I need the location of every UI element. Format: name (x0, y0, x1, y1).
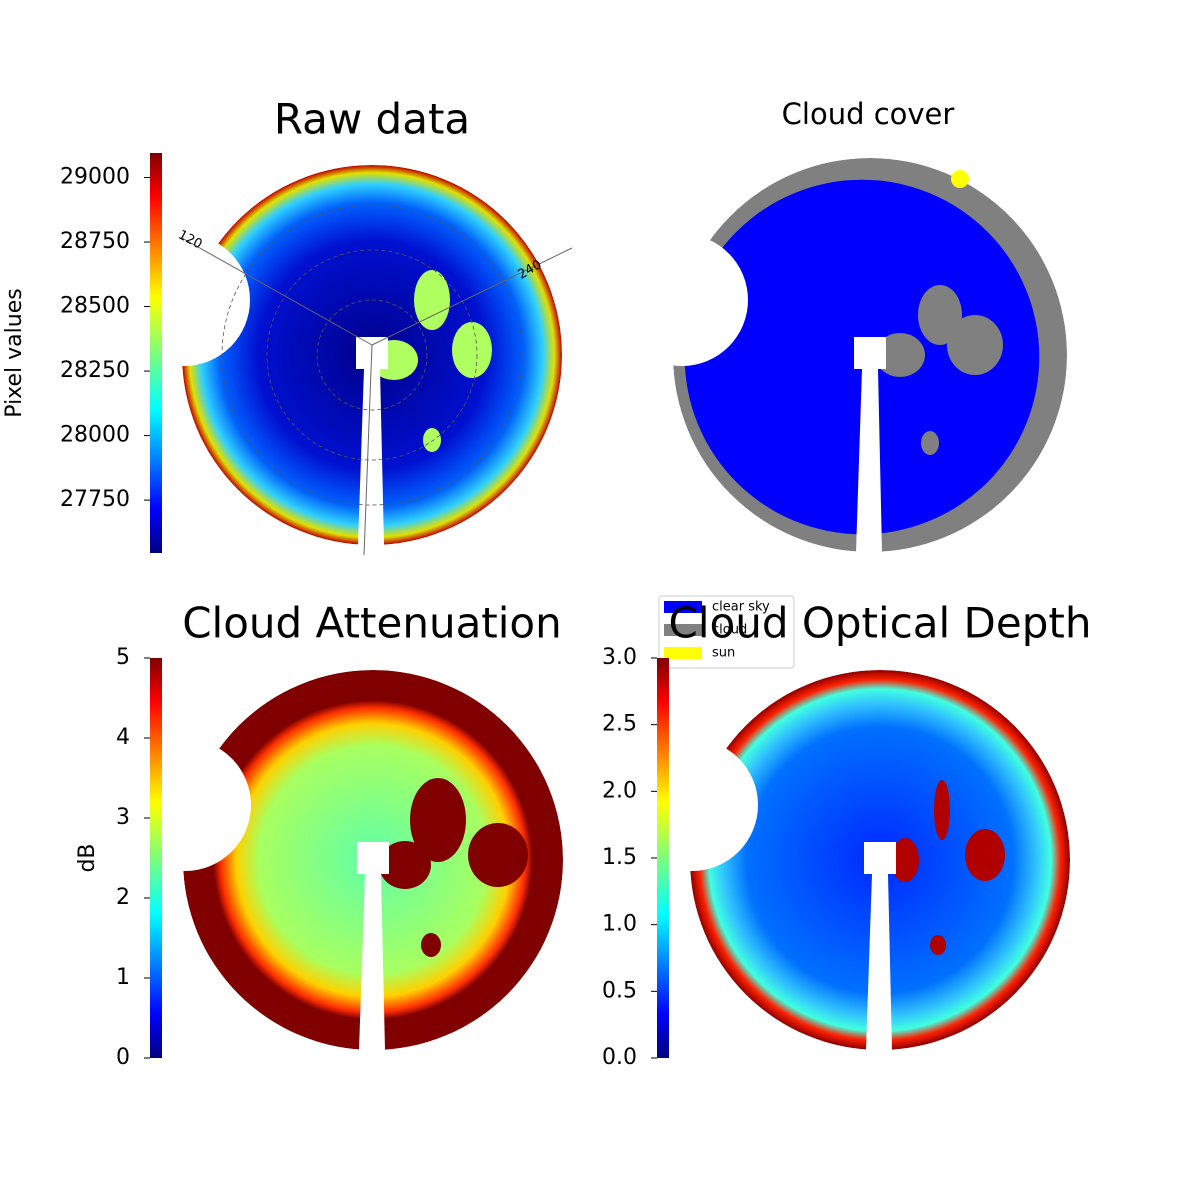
cloud-patch (452, 322, 492, 378)
tick-label: 28750 (60, 229, 130, 254)
polar-ring (221, 204, 523, 506)
legend-swatch (664, 601, 702, 613)
polar-ring (316, 299, 428, 411)
cloud-patch (468, 823, 528, 887)
tick-label: 1.5 (602, 845, 637, 870)
sun-marker (951, 170, 969, 188)
legend-swatch (664, 647, 702, 659)
tick-label: 2 (116, 885, 130, 910)
legend-swatch (664, 624, 702, 636)
colorbar (657, 658, 669, 1058)
polar-spoke (181, 237, 373, 346)
colorbar-label: dB (75, 843, 100, 872)
tick-label: 27750 (60, 487, 130, 512)
cloud-patch (370, 340, 418, 380)
tick-label: 0 (116, 1045, 130, 1070)
cloud-patch (930, 935, 946, 955)
cloud-patch (875, 333, 925, 377)
colorbar-label: Pixel values (2, 288, 27, 417)
cloud-patch (421, 933, 441, 957)
legend-label: sun (712, 646, 735, 661)
tick-label: 3 (116, 805, 130, 830)
panel-title: Cloud cover (782, 97, 955, 131)
cloud-patch (423, 428, 441, 452)
tick-label: 28000 (60, 423, 130, 448)
tick-label: 0.0 (602, 1045, 637, 1070)
image-disc (690, 670, 1070, 1050)
tick-label: 2.0 (602, 778, 637, 803)
colorbar (150, 153, 162, 553)
cloud-patch (947, 315, 1003, 375)
tick-label: 28500 (60, 294, 130, 319)
tick-label: 5 (116, 645, 130, 670)
tick-label: 28250 (60, 358, 130, 383)
polar-spoke (371, 247, 573, 346)
image-disc (183, 670, 563, 1050)
cloud-patch (379, 841, 431, 889)
panel-title: Cloud Attenuation (182, 599, 562, 648)
tick-label: 1.0 (602, 912, 637, 937)
tick-label: 3.0 (602, 645, 637, 670)
cloud-patch (934, 780, 950, 840)
panel-title: Cloud Optical Depth (669, 599, 1092, 648)
colorbar (150, 658, 162, 1058)
tick-label: 1 (116, 965, 130, 990)
polar-ring (266, 249, 478, 461)
cloud-patch (410, 778, 466, 862)
polar-spoke (363, 344, 373, 556)
sky-image (183, 670, 563, 1050)
clear-sky-region (684, 179, 1040, 535)
cloud-patch (414, 270, 450, 330)
sky-image (690, 670, 1070, 1050)
panel-title: Raw data (274, 95, 470, 144)
legend-label: clear sky (712, 600, 770, 615)
tick-label: 0.5 (602, 978, 637, 1003)
cloud-patch (891, 838, 919, 882)
tick-label: 4 (116, 725, 130, 750)
tick-label: 2.5 (602, 712, 637, 737)
legend-label: cloud (712, 623, 747, 638)
cloud-patch (921, 431, 939, 455)
sky-image (673, 158, 1067, 552)
tick-label: 29000 (60, 165, 130, 190)
cloud-patch (965, 829, 1005, 881)
